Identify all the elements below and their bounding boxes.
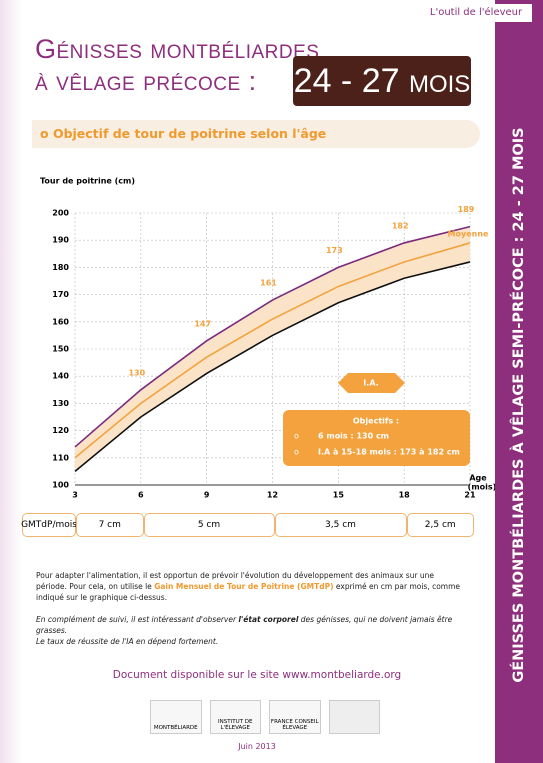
text: exprimé en cm par mois, comme indiqué su…	[36, 582, 461, 602]
date: Juin 2013	[238, 742, 276, 751]
y-tick-label: 160	[52, 317, 69, 326]
data-label: 182	[392, 221, 409, 230]
series-line	[74, 242, 471, 459]
y-tick-label: 130	[52, 399, 69, 408]
series-line	[74, 261, 471, 473]
objectives-title: Objectifs :	[353, 417, 399, 426]
x-tick-label: 9	[204, 491, 210, 500]
x-axis-label: (mois)	[468, 483, 495, 492]
text: Le taux de réussite de l'IA en dépend fo…	[36, 637, 219, 646]
tag: L'outil de l'éleveur	[420, 4, 532, 22]
logo: MONTBÉLIARDE	[150, 700, 202, 734]
logo: FRANCE CONSEIL ÉLEVAGE	[269, 700, 321, 734]
section-title: o Objectif de tour de poitrine selon l'â…	[32, 120, 480, 148]
gain-label: GMTdP/mois	[21, 513, 77, 537]
y-tick-label: 180	[52, 263, 69, 272]
y-tick-label: 170	[52, 290, 69, 299]
objectives-box	[283, 410, 470, 466]
annotation: I.A.	[363, 379, 378, 388]
y-tick-label: 190	[52, 236, 69, 245]
chart: Tour de poitrine (cm) Age (mois) 100 110 1…	[40, 177, 495, 500]
side-title: GÉNISSES MONTBÉLIARDES À VÊLAGE SEMI-PRÉ…	[511, 127, 527, 683]
data-label: 173	[326, 246, 343, 255]
y-tick-label: 140	[52, 372, 69, 381]
x-tick-label: 21	[464, 491, 476, 500]
bullet: o	[294, 432, 299, 441]
x-tick-label: 15	[333, 491, 345, 500]
text: En complément de suivi, il est intéressa…	[36, 615, 239, 624]
x-axis-label: Age	[469, 474, 487, 483]
data-label: 130	[128, 368, 145, 377]
data-label: 161	[260, 279, 277, 288]
objective: 6 mois : 130 cm	[318, 432, 389, 441]
text: des génisses, qui ne doivent jamais être…	[36, 615, 453, 635]
x-tick-label: 12	[267, 491, 278, 500]
x-tick-label: 18	[399, 491, 411, 500]
y-tick-label: 150	[52, 345, 69, 354]
y-tick-label: 200	[52, 209, 69, 218]
y-tick-label: 110	[52, 453, 69, 462]
logo: INSTITUT DE L'ÉLEVAGE	[209, 700, 261, 734]
title: Génisses montbéliardes	[35, 34, 320, 64]
text: Pour adapter l'alimentation, il est oppo…	[36, 571, 435, 591]
data-label: 147	[194, 319, 211, 328]
badge: 24 - 27 mois	[293, 56, 471, 106]
gain-cell: 7 cm	[76, 513, 144, 537]
title: à vêlage précoce :	[35, 66, 257, 96]
y-tick-label: 100	[52, 481, 69, 490]
paragraph: Pour adapter l'alimentation, il est oppo…	[36, 570, 466, 603]
bullet: o	[294, 448, 299, 457]
site: Document disponible sur le site www.mont…	[112, 669, 402, 681]
data-label: 189	[458, 205, 475, 214]
series-line	[74, 225, 471, 448]
logos: MONTBÉLIARDE INSTITUT DE L'ÉLEVAGE FRANC…	[150, 700, 380, 734]
text: l'état corporel	[238, 615, 299, 624]
gain-table: GMTdP/mois 7 cm 5 cm 3,5 cm 2,5 cm	[21, 513, 474, 537]
x-tick-label: 3	[72, 491, 78, 500]
gain-cell: 2,5 cm	[406, 513, 474, 537]
side-band	[495, 0, 543, 763]
paragraph: En complément de suivi, il est intéressa…	[36, 614, 466, 647]
band	[75, 226, 470, 472]
text: Gain Mensuel de Tour de Poitrine (GMTdP)	[154, 582, 334, 591]
series-name: Moyenne	[448, 229, 489, 238]
arrow	[338, 373, 405, 393]
logo	[328, 700, 380, 734]
y-axis-label: Tour de poitrine (cm)	[40, 177, 135, 186]
gain-cell: 3,5 cm	[274, 513, 407, 537]
gain-cell: 5 cm	[143, 513, 275, 537]
objective: I.A à 15-18 mois : 173 à 182 cm	[318, 448, 460, 457]
x-tick-label: 6	[138, 491, 144, 500]
y-tick-label: 120	[52, 426, 69, 435]
